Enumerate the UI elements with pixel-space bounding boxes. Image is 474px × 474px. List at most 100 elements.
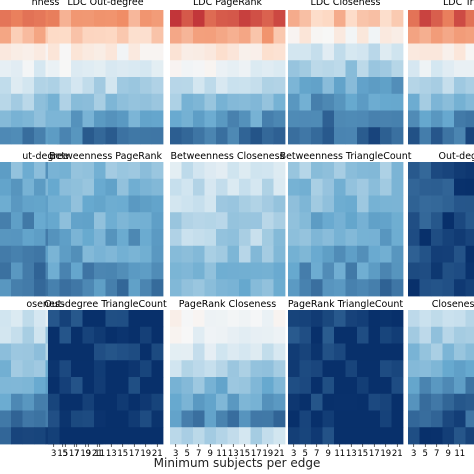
heatmap-cell — [368, 43, 381, 61]
heatmap-cell — [94, 262, 106, 280]
heatmap-cell — [170, 410, 182, 428]
heatmap-cell — [71, 279, 83, 297]
heatmap-cell — [442, 93, 455, 111]
heatmap-cell — [193, 43, 205, 61]
heatmap-cell — [22, 360, 35, 378]
heatmap-cell — [239, 427, 251, 445]
heatmap-cell — [311, 245, 323, 263]
heatmap-cell — [117, 326, 129, 344]
heatmap-cell — [193, 229, 205, 247]
panel-title: oseness — [26, 299, 64, 310]
heatmap-cell — [322, 195, 335, 213]
heatmap-cell — [128, 343, 141, 361]
heatmap-cell — [22, 326, 35, 344]
heatmap-cell — [273, 77, 286, 95]
heatmap-cell — [151, 10, 164, 28]
heatmap-cell — [408, 127, 420, 145]
heatmap-cell — [71, 60, 83, 78]
heatmap-cell — [262, 410, 274, 428]
heatmap-cell — [431, 10, 443, 28]
heatmap-cell — [419, 279, 432, 297]
heatmap-cell — [408, 310, 420, 328]
heatmap-cell — [419, 93, 432, 111]
heatmap-cell — [357, 343, 369, 361]
heatmap-cell — [48, 245, 60, 263]
heatmap-cell — [34, 43, 46, 61]
heatmap-cell — [345, 162, 358, 180]
heatmap-cell — [334, 279, 346, 297]
heatmap-cell — [431, 310, 443, 328]
heatmap-cell — [227, 195, 240, 213]
heatmap-cell — [22, 343, 35, 361]
heatmap-cell — [0, 393, 12, 411]
heatmap-cell — [311, 10, 323, 28]
heatmap-cell — [71, 26, 83, 44]
heatmap-cell — [216, 110, 228, 128]
heatmap-cell — [273, 60, 286, 78]
heatmap-cell — [151, 110, 164, 128]
heatmap-cell — [22, 77, 35, 95]
heatmap-cell — [345, 245, 358, 263]
heatmap-cell — [419, 326, 432, 344]
heatmap-cell — [216, 178, 228, 196]
heatmap-cell — [442, 279, 455, 297]
heatmap-cell — [11, 10, 23, 28]
heatmap-cell — [442, 326, 455, 344]
heatmap-cell — [239, 26, 251, 44]
heatmap-cell — [334, 326, 346, 344]
heatmap-cell — [59, 377, 72, 395]
heatmap-cell — [216, 310, 228, 328]
heatmap-cell — [151, 212, 164, 230]
panel-title: ut-degree — [22, 151, 69, 162]
heatmap-cell — [322, 262, 335, 280]
heatmap-cell — [48, 212, 60, 230]
panel-title: Betweenness PageRank — [49, 151, 163, 162]
heatmap-cell — [262, 127, 274, 145]
heatmap-cell — [117, 127, 129, 145]
heatmap-cell — [22, 110, 35, 128]
heatmap-cell — [334, 262, 346, 280]
heatmap-cell — [82, 360, 95, 378]
heatmap-cell — [117, 310, 129, 328]
heatmap-cell — [128, 377, 141, 395]
heatmap-cell — [454, 110, 466, 128]
heatmap-cell — [59, 43, 72, 61]
heatmap-cell — [140, 10, 152, 28]
heatmap-cell — [170, 127, 182, 145]
heatmap-cell — [94, 195, 106, 213]
heatmap-cell — [454, 393, 466, 411]
heatmap-cell — [48, 360, 60, 378]
heatmap-cell — [216, 93, 228, 111]
heatmap-cell — [299, 10, 312, 28]
heatmap-cell — [442, 10, 455, 28]
heatmap-cell — [128, 60, 141, 78]
heatmap-cell — [0, 26, 12, 44]
heatmap-cell — [262, 162, 274, 180]
heatmap-cell — [59, 279, 72, 297]
heatmap-cell — [82, 343, 95, 361]
heatmap-cell — [299, 229, 312, 247]
x-tick-label: 15 — [117, 449, 128, 459]
x-axis-label: Minimum subjects per edge — [154, 456, 321, 470]
heatmap-cell — [288, 343, 300, 361]
heatmap-cell — [34, 127, 46, 145]
heatmap-cell — [151, 326, 164, 344]
heatmap-cell — [22, 195, 35, 213]
heatmap-cell — [454, 343, 466, 361]
heatmap-cell — [380, 343, 392, 361]
heatmap-cell — [227, 212, 240, 230]
heatmap-cell — [204, 162, 217, 180]
heatmap-cell — [170, 360, 182, 378]
x-tick-label: 7 — [196, 449, 201, 459]
x-tick-label: 17 — [251, 449, 262, 459]
heatmap-cell — [380, 229, 392, 247]
heatmap-cell — [345, 310, 358, 328]
heatmap-cell — [391, 326, 404, 344]
heatmap-cell — [454, 212, 466, 230]
heatmap-cell — [357, 77, 369, 95]
heatmap-cell — [299, 410, 312, 428]
heatmap-cell — [193, 343, 205, 361]
heatmap-cell — [454, 10, 466, 28]
heatmap-cell — [322, 279, 335, 297]
heatmap-cell — [380, 393, 392, 411]
